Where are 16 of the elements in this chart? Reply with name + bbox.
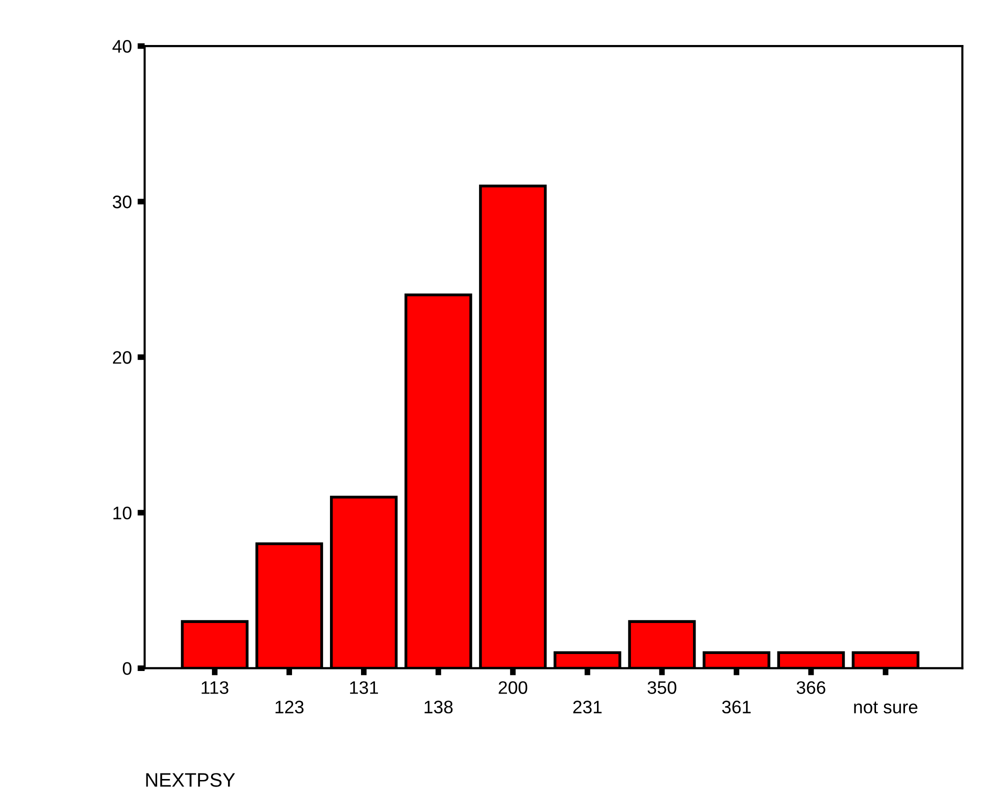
y-tick-label: 40 xyxy=(112,40,132,53)
x-tick-label: 123 xyxy=(276,700,304,714)
x-tick-label: not sure xyxy=(854,702,918,714)
x-tick-label: 131 xyxy=(350,681,378,694)
x-axis-title: NEXTPSY xyxy=(146,773,235,787)
x-tick-label: 350 xyxy=(648,681,676,694)
x-tick-label: 231 xyxy=(573,700,602,714)
y-tick-label: 10 xyxy=(113,506,132,520)
x-tick-label: 113 xyxy=(202,681,228,694)
x-tick-label: 200 xyxy=(498,681,528,694)
x-tick-label: 138 xyxy=(424,700,453,714)
y-tick-label: 0 xyxy=(122,662,132,675)
x-tick-label: 361 xyxy=(722,700,751,714)
y-tick-label: 30 xyxy=(112,196,132,208)
y-tick-label: 20 xyxy=(112,351,132,364)
x-tick-label: 366 xyxy=(796,681,826,694)
